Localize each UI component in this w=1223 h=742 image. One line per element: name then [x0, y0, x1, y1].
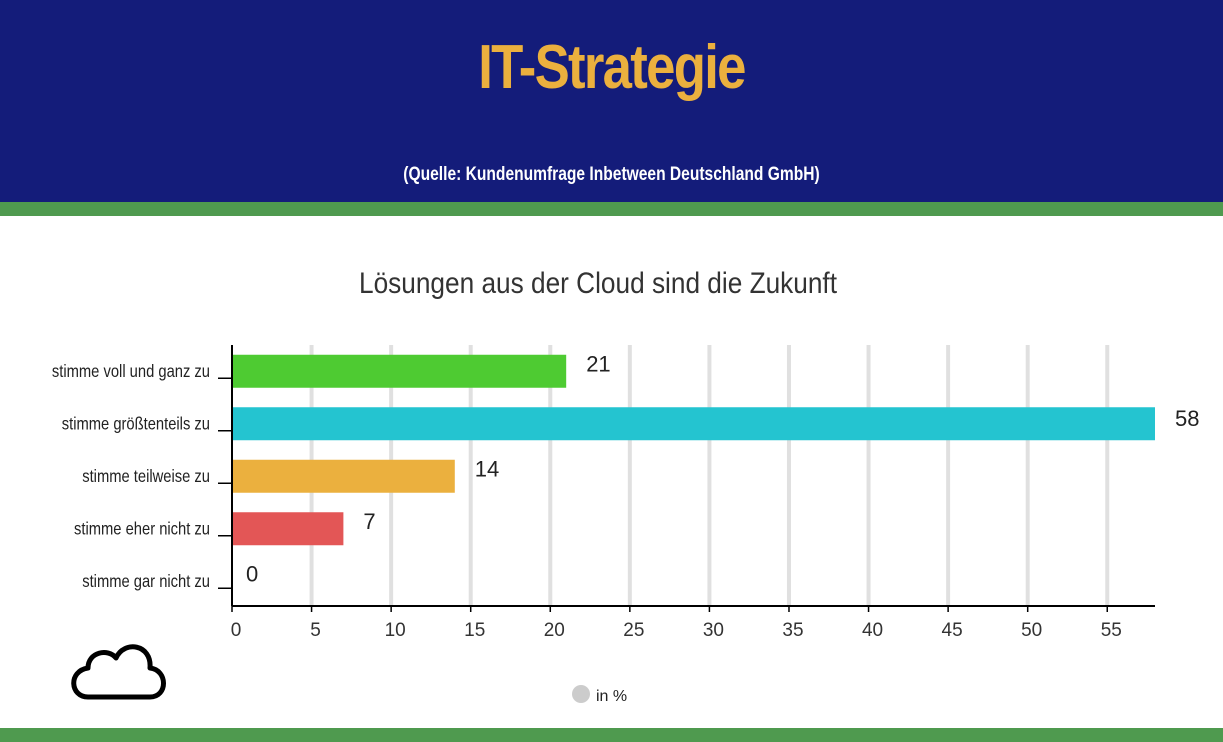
x-tick-label: 10: [385, 620, 406, 641]
x-tick-label: 15: [464, 620, 485, 641]
x-tick-label: 40: [862, 620, 883, 641]
x-tick-label: 25: [623, 620, 644, 641]
x-tick-label: 20: [544, 620, 565, 641]
value-label: 58: [1175, 406, 1199, 431]
x-tick-label: 0: [231, 620, 242, 641]
value-label: 14: [475, 456, 499, 481]
bar: [233, 407, 1155, 441]
page-title: IT-Strategie: [478, 33, 746, 102]
value-label: 0: [246, 561, 258, 586]
cloud-icon: [71, 644, 166, 700]
x-tick-label: 55: [1101, 620, 1122, 641]
x-tick-label: 35: [782, 620, 803, 641]
category-label: stimme eher nicht zu: [74, 519, 210, 539]
chart-title: Lösungen aus der Cloud sind die Zukunft: [359, 267, 838, 300]
category-label: stimme größtenteils zu: [62, 414, 210, 434]
category-label: stimme teilweise zu: [82, 467, 210, 487]
legend-label: in %: [596, 688, 627, 705]
legend-swatch: [572, 685, 590, 703]
category-label: stimme voll und ganz zu: [52, 362, 210, 382]
bar: [233, 354, 567, 388]
x-tick-label: 50: [1021, 620, 1042, 641]
x-tick-label: 30: [703, 620, 724, 641]
value-label: 21: [586, 351, 610, 376]
x-tick-label: 45: [942, 620, 963, 641]
header: IT-Strategie (Quelle: Kundenumfrage Inbe…: [0, 0, 1223, 202]
bottom-divider: [0, 728, 1223, 742]
source-note: (Quelle: Kundenumfrage Inbetween Deutsch…: [403, 164, 820, 185]
value-label: 7: [363, 509, 375, 534]
bar: [233, 512, 344, 546]
bar: [233, 459, 455, 493]
top-divider: [0, 202, 1223, 216]
x-tick-label: 5: [310, 620, 321, 641]
category-label: stimme gar nicht zu: [82, 572, 210, 592]
